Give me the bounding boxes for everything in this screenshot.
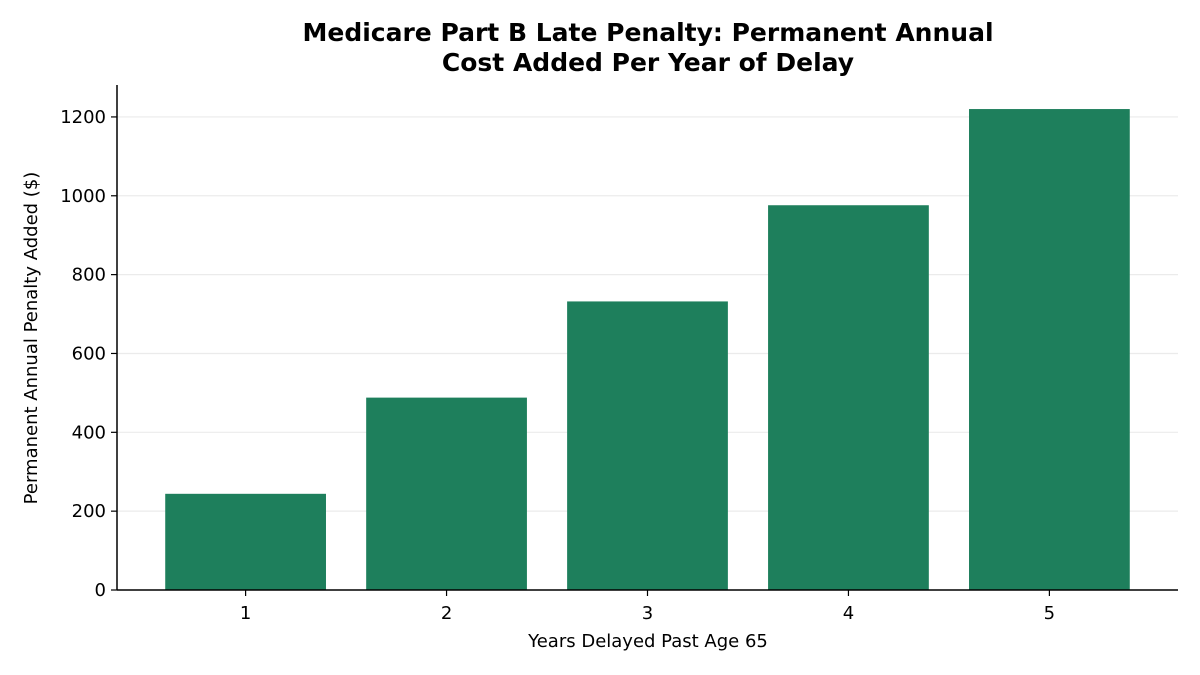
x-axis-label: Years Delayed Past Age 65 (527, 631, 768, 652)
x-tick-label: 2 (441, 603, 452, 624)
x-tick-label: 1 (240, 603, 251, 624)
bar (768, 205, 929, 590)
y-axis-label: Permanent Annual Penalty Added ($) (21, 172, 42, 505)
bars (165, 109, 1130, 591)
bar (165, 493, 326, 590)
x-tick-label: 3 (642, 603, 653, 624)
y-tick-label: 200 (72, 501, 106, 522)
chart-title-line-1: Medicare Part B Late Penalty: Permanent … (302, 18, 993, 47)
bar (366, 397, 527, 590)
x-ticks: 1 2 3 4 5 (240, 590, 1055, 624)
y-tick-label: 400 (72, 422, 106, 443)
chart-title-line-2: Cost Added Per Year of Delay (442, 48, 854, 77)
y-tick-label: 0 (95, 580, 106, 601)
y-tick-label: 1000 (60, 186, 106, 207)
y-tick-label: 1200 (60, 107, 106, 128)
y-tick-label: 800 (72, 265, 106, 286)
x-tick-label: 5 (1044, 603, 1055, 624)
bar (969, 109, 1130, 591)
y-ticks: 0 200 400 600 800 1000 1200 (60, 107, 117, 601)
x-tick-label: 4 (843, 603, 854, 624)
bar (567, 301, 728, 590)
y-tick-label: 600 (72, 343, 106, 364)
